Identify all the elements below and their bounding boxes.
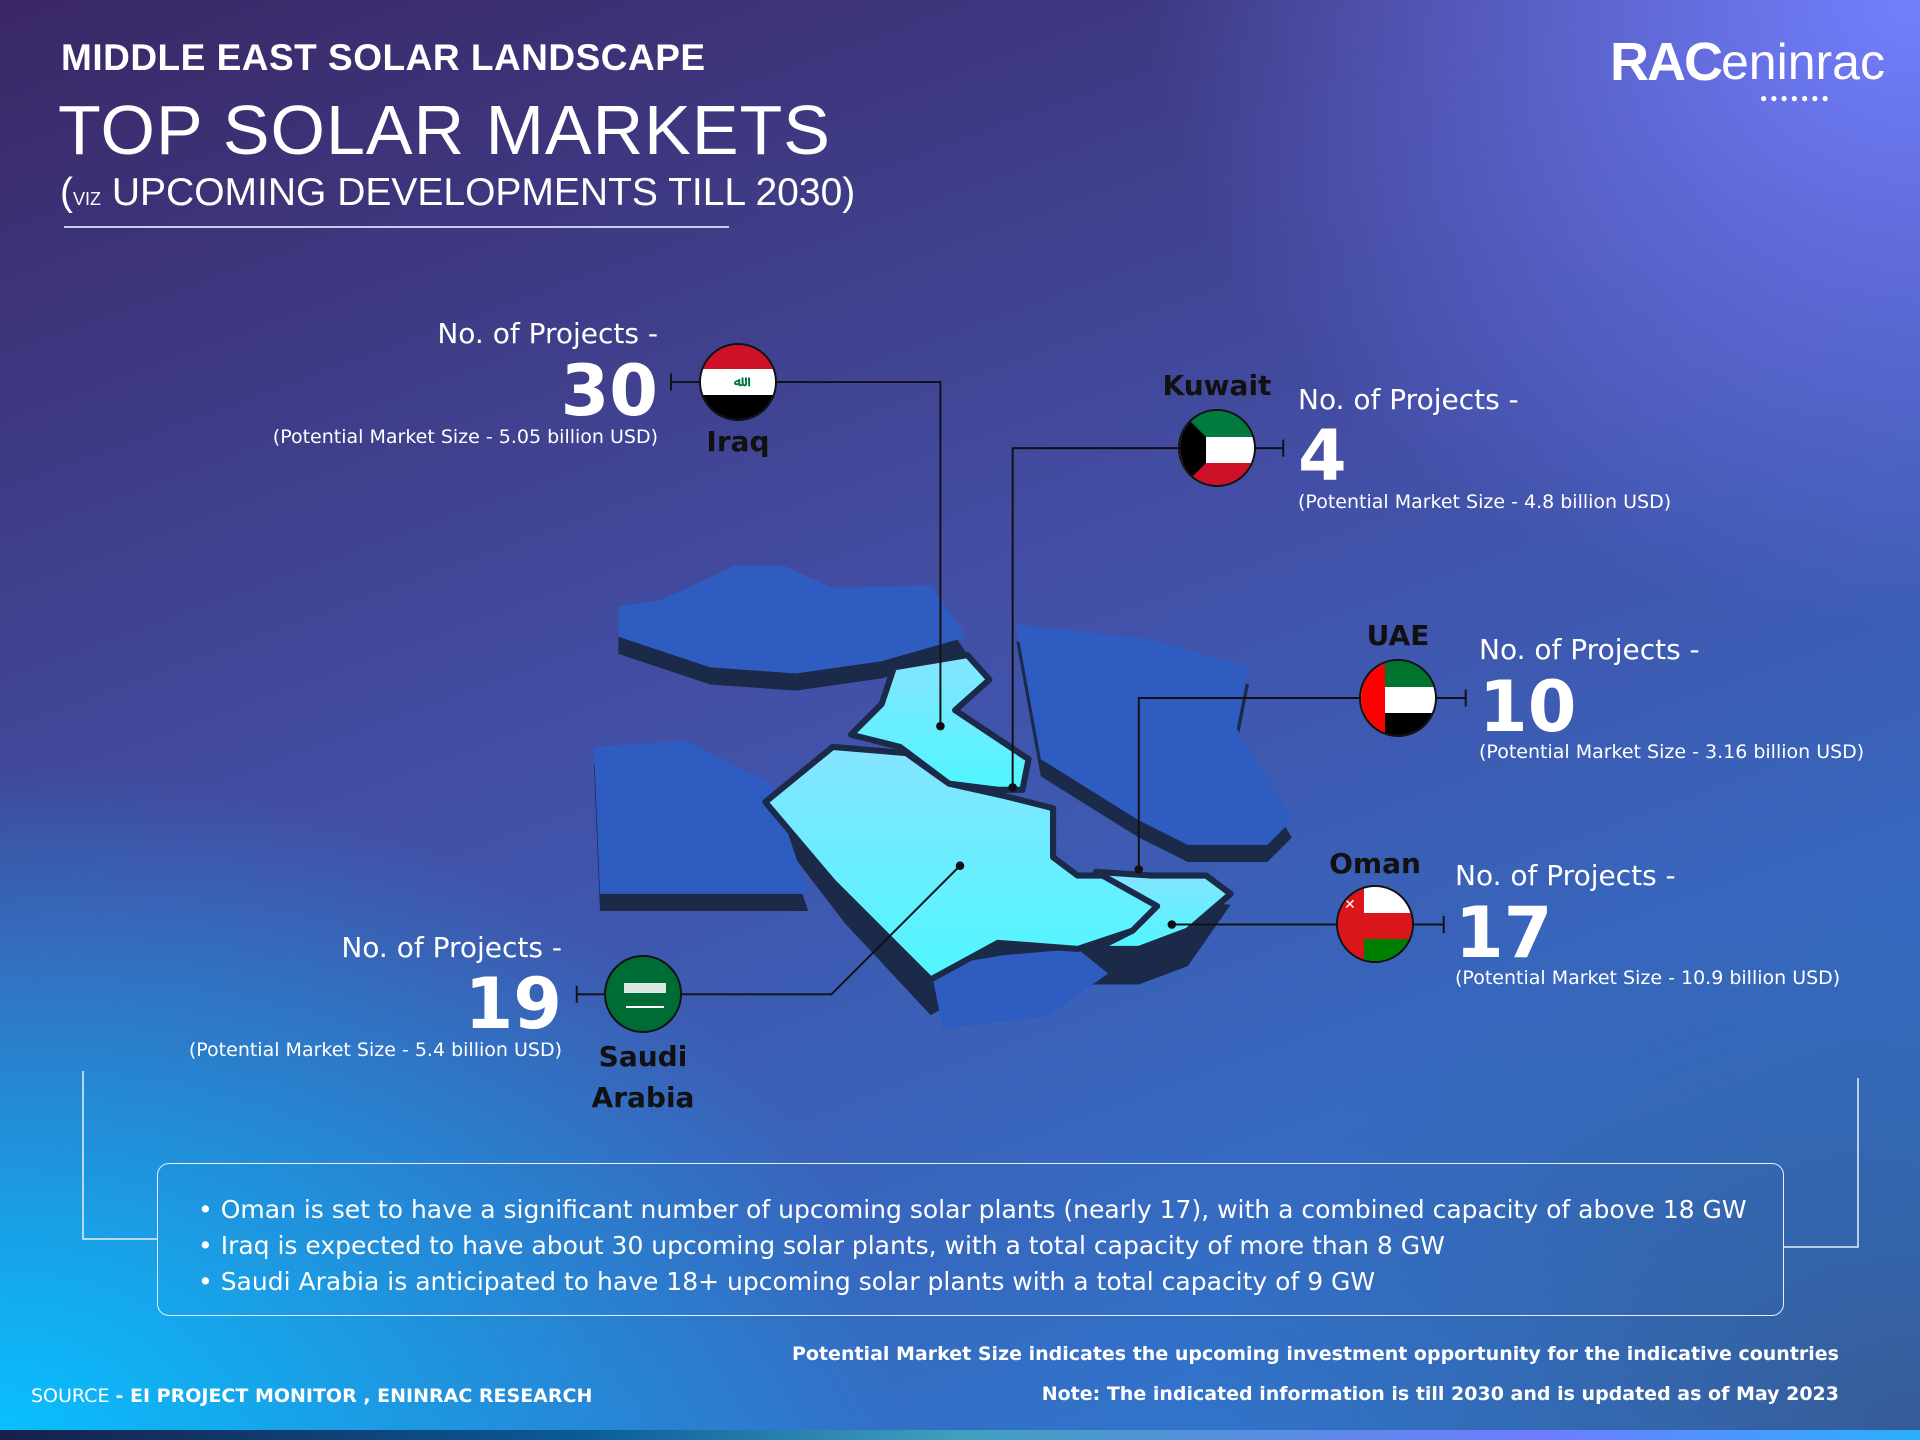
market-size-note: Potential Market Size indicates the upco… xyxy=(792,1343,1839,1365)
saudi-name-line1: Saudi xyxy=(598,1040,688,1073)
page-title: TOP SOLAR MARKETS xyxy=(58,91,831,169)
uae-projects-count: 10 xyxy=(1479,666,1577,748)
iraq-projects-count: 30 xyxy=(560,350,658,432)
highlight-iraq: • Iraq is expected to have about 30 upco… xyxy=(198,1231,1445,1260)
uae-projects-label: No. of Projects - xyxy=(1479,633,1700,666)
title-divider xyxy=(64,226,729,228)
saudi-projects-count: 19 xyxy=(464,963,562,1045)
highlight-oman: • Oman is set to have a significant numb… xyxy=(198,1195,1747,1224)
source-text: - EI PROJECT MONITOR , ENINRAC RESEARCH xyxy=(115,1385,593,1407)
saudi-projects-label: No. of Projects - xyxy=(341,931,562,964)
iraq-projects-label: No. of Projects - xyxy=(437,317,658,350)
source-credit: SOURCE - EI PROJECT MONITOR , ENINRAC RE… xyxy=(31,1385,592,1408)
other-countries xyxy=(593,565,1292,1029)
kuwait-projects-label: No. of Projects - xyxy=(1298,383,1519,416)
oman-flag-icon: ✕ xyxy=(1336,885,1414,963)
kuwait-market-size: (Potential Market Size - 4.8 billion USD… xyxy=(1298,491,1672,513)
highlight-saudi: • Saudi Arabia is anticipated to have 18… xyxy=(198,1267,1376,1296)
oman-projects-label: No. of Projects - xyxy=(1455,859,1676,892)
viz-label: VIZ xyxy=(73,189,102,209)
oman-market-size: (Potential Market Size - 10.9 billion US… xyxy=(1455,967,1841,989)
logo-text: eninrac xyxy=(1721,34,1885,90)
logo-dots: ●●●●●●● xyxy=(1760,91,1832,105)
eninrac-logo: RACeninrac ●●●●●●● xyxy=(1610,32,1885,106)
saudi-market-size: (Potential Market Size - 5.4 billion USD… xyxy=(188,1039,562,1061)
oman-name: Oman xyxy=(1329,847,1421,880)
kuwait-projects-count: 4 xyxy=(1298,415,1347,497)
saudi-name-line2: Arabia xyxy=(591,1080,695,1114)
source-prefix: SOURCE xyxy=(31,1385,116,1407)
kicker-title: MIDDLE EAST SOLAR LANDSCAPE xyxy=(61,37,706,78)
uae-name: UAE xyxy=(1366,619,1430,652)
subtitle-text: UPCOMING DEVELOPMENTS TILL 2030) xyxy=(111,171,856,214)
highlights-box xyxy=(157,1163,1784,1316)
uae-oman-shape xyxy=(1092,868,1234,953)
svg-text:✕: ✕ xyxy=(1344,897,1356,913)
iraq-name: Iraq xyxy=(706,425,770,458)
uae-market-size: (Potential Market Size - 3.16 billion US… xyxy=(1479,741,1865,763)
paren: ( xyxy=(60,171,73,214)
date-note: Note: The indicated information is till … xyxy=(1041,1383,1839,1405)
logo-mark: RAC xyxy=(1610,32,1723,92)
saudi-name: Saudi Arabia xyxy=(583,1037,703,1118)
bottom-accent-bar xyxy=(0,1430,1920,1440)
page-subtitle: (VIZ UPCOMING DEVELOPMENTS TILL 2030) xyxy=(60,171,856,215)
iraq-market-size: (Potential Market Size - 5.05 billion US… xyxy=(272,426,658,448)
saudi-flag-icon xyxy=(604,955,682,1033)
oman-projects-count: 17 xyxy=(1455,892,1553,974)
kuwait-name: Kuwait xyxy=(1162,369,1272,402)
map-points xyxy=(936,721,1177,929)
